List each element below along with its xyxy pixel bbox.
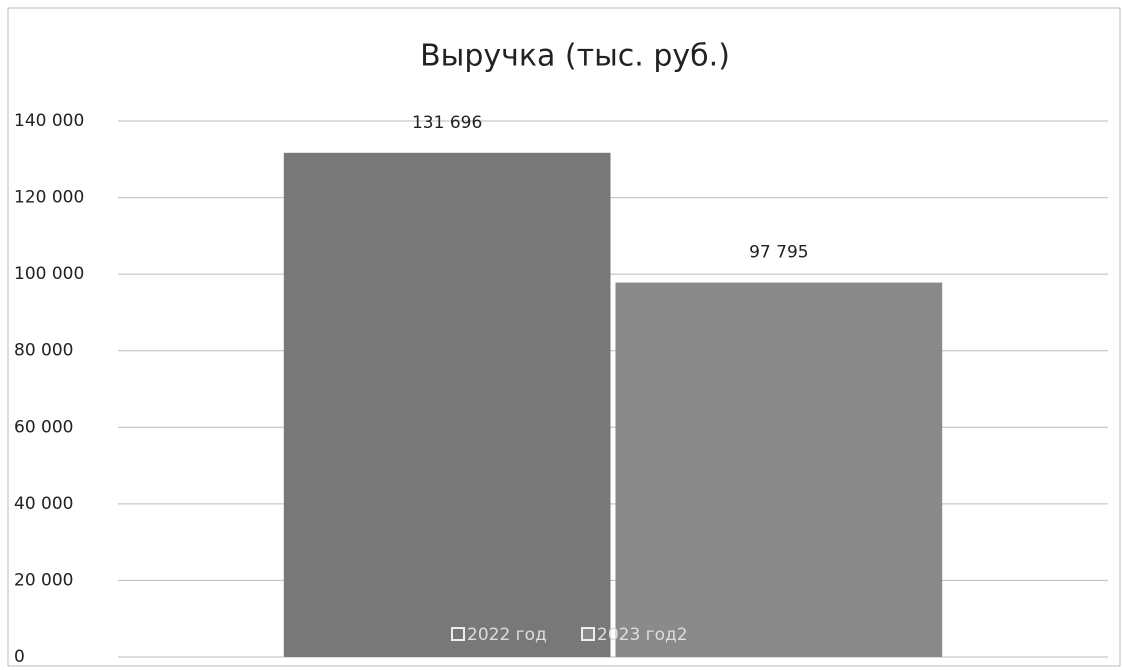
chart-title: Выручка (тыс. руб.) [420,39,730,74]
legend-swatch [581,627,595,641]
legend-label: 2022 год [467,625,547,645]
bar [615,282,943,657]
y-tick-label: 140 000 [14,111,84,131]
y-tick-label: 80 000 [14,341,73,361]
legend-label: 2023 год2 [597,625,688,645]
data-label: 131 696 [412,113,482,133]
y-tick-label: 120 000 [14,188,84,208]
data-label: 97 795 [749,243,808,263]
y-tick-label: 60 000 [14,417,73,437]
y-tick-label: 100 000 [14,264,84,284]
legend-swatch [451,627,465,641]
bar [283,152,611,657]
y-tick-label: 0 [14,647,25,667]
y-tick-label: 40 000 [14,494,73,514]
y-tick-label: 20 000 [14,570,73,590]
